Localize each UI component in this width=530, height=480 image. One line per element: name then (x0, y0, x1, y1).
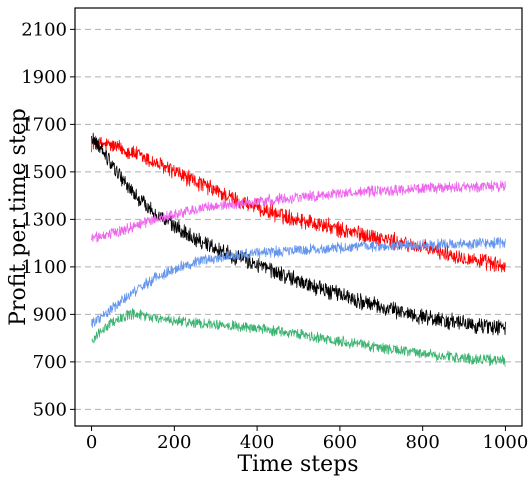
y-tick-label: 2100 (21, 19, 67, 40)
y-tick-label: 900 (33, 304, 67, 325)
tick-layer: 500 700 900 1100 1300 1500 1700 1900 2100 0 200 400… (21, 19, 528, 453)
y-tick-label: 1500 (21, 162, 67, 183)
series-line-1 (91, 135, 506, 273)
x-axis-title: Time steps (237, 452, 358, 477)
series-line-2 (91, 132, 506, 336)
y-tick-label: 1900 (21, 67, 67, 88)
series-line-4 (91, 236, 506, 328)
y-tick-label: 500 (33, 399, 67, 420)
y-tick-label: 1300 (21, 209, 67, 230)
x-tick-label: 600 (323, 432, 357, 453)
series-line-5 (91, 308, 506, 367)
x-tick-label: 200 (157, 432, 191, 453)
y-axis-title: Profit per time step (6, 108, 31, 326)
x-tick-label: 1000 (483, 432, 529, 453)
y-tick-label: 1700 (21, 114, 67, 135)
x-tick-label: 400 (240, 432, 274, 453)
series-line-3 (91, 180, 506, 243)
series-layer (91, 132, 506, 367)
plot-frame (74, 7, 523, 427)
x-tick-label: 800 (405, 432, 439, 453)
x-tick-label: 0 (86, 432, 97, 453)
y-tick-label: 1100 (21, 257, 67, 278)
y-tick-label: 700 (33, 352, 67, 373)
